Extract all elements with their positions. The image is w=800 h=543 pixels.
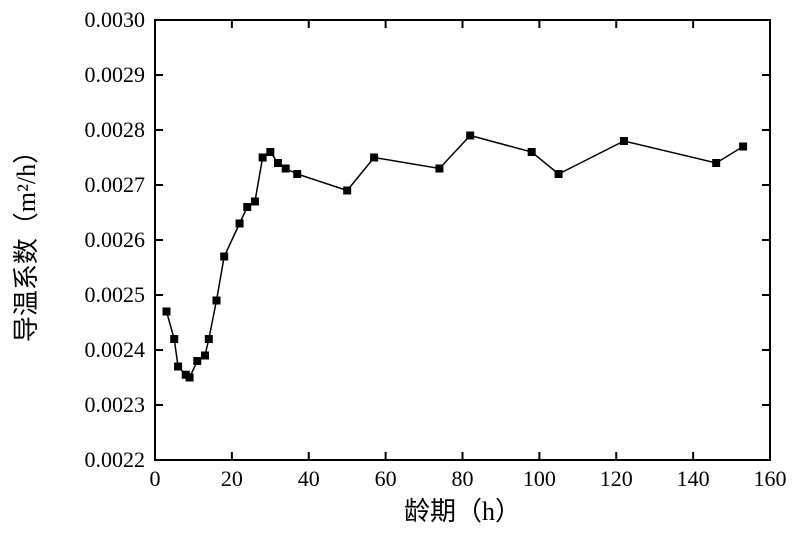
series-marker (435, 165, 443, 173)
series-marker (528, 148, 536, 156)
series-marker (205, 335, 213, 343)
series-marker (266, 148, 274, 156)
x-tick-label: 100 (523, 466, 556, 491)
series-marker (370, 154, 378, 162)
y-tick-label: 0.0023 (85, 392, 146, 417)
y-tick-label: 0.0029 (85, 62, 146, 87)
x-tick-label: 0 (150, 466, 161, 491)
series-line (167, 136, 744, 378)
x-tick-label: 40 (298, 466, 320, 491)
series-marker (555, 170, 563, 178)
series-marker (213, 297, 221, 305)
series-marker (201, 352, 209, 360)
y-tick-label: 0.0022 (85, 447, 146, 472)
x-tick-label: 60 (375, 466, 397, 491)
series-marker (259, 154, 267, 162)
series-marker (236, 220, 244, 228)
y-tick-label: 0.0025 (85, 282, 146, 307)
series-marker (220, 253, 228, 261)
series-marker (174, 363, 182, 371)
chart-container: 0 20 40 60 80 100 120 140 160 0.0022 0.0023 0.0024 0… (0, 0, 800, 543)
series-marker (243, 203, 251, 211)
x-tick-label: 80 (452, 466, 474, 491)
chart-svg: 0 20 40 60 80 100 120 140 160 0.0022 0.0023 0.0024 0… (0, 0, 800, 543)
y-tick-label: 0.0026 (85, 227, 146, 252)
x-axis-label: 龄期（h） (404, 497, 521, 526)
series-marker (620, 137, 628, 145)
series-marker (466, 132, 474, 140)
y-tick-label: 0.0028 (85, 117, 146, 142)
y-tick-label: 0.0024 (85, 337, 146, 362)
series-marker (343, 187, 351, 195)
y-axis-label: 导温系数（m²/h） (12, 138, 41, 342)
series-marker (712, 159, 720, 167)
x-tick-label: 140 (677, 466, 710, 491)
series-marker (251, 198, 259, 206)
plot-frame (155, 20, 770, 460)
series-marker (739, 143, 747, 151)
y-tick-label: 0.0030 (85, 7, 146, 32)
x-tick-label: 20 (221, 466, 243, 491)
series-marker (274, 159, 282, 167)
y-tick-label: 0.0027 (85, 172, 146, 197)
series-marker (293, 170, 301, 178)
series-marker (186, 374, 194, 382)
x-tick-label: 120 (600, 466, 633, 491)
series-marker (193, 357, 201, 365)
series-marker (163, 308, 171, 316)
series-marker (170, 335, 178, 343)
x-tick-label: 160 (754, 466, 787, 491)
series-marker (282, 165, 290, 173)
